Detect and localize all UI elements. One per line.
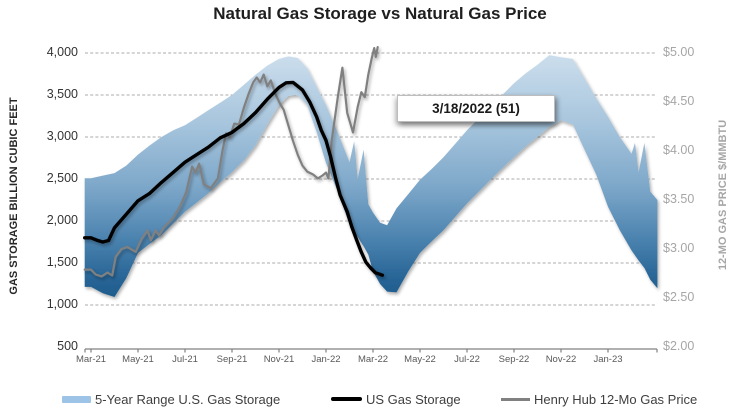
legend-item-us-gas-storage: US Gas Storage	[331, 390, 461, 408]
right-axis-tick: $3.00	[663, 241, 695, 255]
left-axis-tick: 4,000	[46, 45, 78, 59]
x-axis-tick: Nov-21	[263, 354, 295, 365]
right-axis-tick: $5.00	[663, 45, 695, 59]
x-axis-tick: Mar-21	[75, 354, 107, 365]
legend-item-5-year-range: 5-Year Range U.S. Gas Storage	[62, 390, 280, 408]
x-axis-tick: Jul-21	[172, 354, 198, 365]
x-axis-tick: May-21	[122, 354, 154, 365]
x-axis-tick: Jul-22	[454, 354, 480, 365]
right-axis-tick: $2.50	[663, 290, 695, 304]
annotation-callout: 3/18/2022 (51)	[397, 95, 555, 122]
x-axis-tick: Sep-22	[498, 354, 530, 365]
us-gas-storage-line	[83, 80, 385, 277]
right-axis-tick: $4.00	[663, 143, 695, 157]
gray-line-swatch-icon	[501, 397, 530, 401]
band-swatch-icon	[62, 395, 91, 403]
right-axis-tick: $4.50	[663, 94, 695, 108]
legend-label: 5-Year Range U.S. Gas Storage	[95, 391, 281, 407]
henry-hub-price-line	[83, 46, 379, 278]
right-axis-tick: $2.00	[663, 339, 695, 353]
left-axis-tick: 1,000	[46, 297, 78, 311]
left-axis-tick: 3,500	[46, 87, 78, 101]
right-axis-tick: $3.50	[663, 192, 695, 206]
left-axis-tick: 2,500	[46, 171, 78, 185]
left-axis-tick: 2,000	[46, 213, 78, 227]
legend-label: US Gas Storage	[366, 391, 461, 407]
x-axis-tick: Jan-22	[311, 354, 341, 365]
legend-item-henry-hub-price: Henry Hub 12-Mo Gas Price	[501, 390, 697, 408]
x-axis-tick: Nov-22	[545, 354, 577, 365]
right-axis-title: 12-MO GAS PRICE $/MMBTU	[717, 119, 729, 271]
x-axis-tick: May-22	[404, 354, 436, 365]
legend: 5-Year Range U.S. Gas Storage US Gas Sto…	[0, 390, 736, 408]
x-axis-tick: Jan-23	[593, 354, 623, 365]
x-axis-tick: Mar-22	[357, 354, 389, 365]
chart-title: Natural Gas Storage vs Natural Gas Price	[213, 4, 547, 23]
left-axis-tick: 1,500	[46, 255, 78, 269]
x-axis-tick: Sep-21	[216, 354, 248, 365]
annotation-label: 3/18/2022 (51)	[432, 101, 520, 116]
left-axis-tick: 500	[57, 339, 78, 353]
black-line-swatch-icon	[331, 397, 362, 401]
legend-label: Henry Hub 12-Mo Gas Price	[534, 391, 698, 407]
left-axis-tick: 3,000	[46, 129, 78, 143]
